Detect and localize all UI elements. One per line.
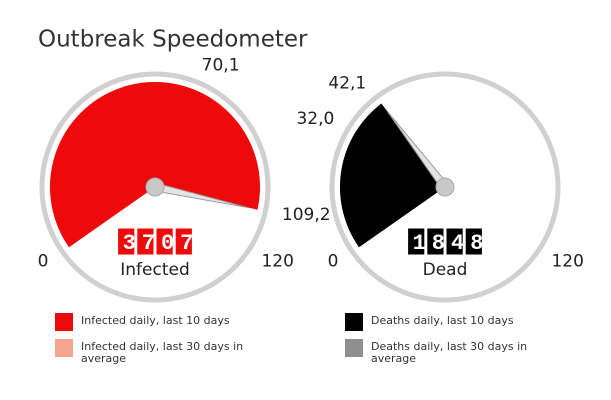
- tick-label: 0: [38, 252, 49, 272]
- gauge-label: Infected: [120, 260, 190, 280]
- legend-text: Infected daily, last 30 days in average: [81, 340, 244, 365]
- tick-mark: [346, 125, 352, 130]
- needle-hub: [435, 177, 455, 197]
- tick-label: 120: [551, 252, 583, 272]
- tick-mark: [193, 79, 198, 84]
- counter-box: [464, 227, 483, 256]
- legend-text: Infected daily, last 10 days: [81, 314, 230, 327]
- counter-box: [445, 227, 464, 256]
- counter-box: [155, 227, 174, 256]
- gauge-wedge: [50, 82, 260, 248]
- legend-swatch: [345, 339, 363, 357]
- tick-label: 0: [328, 252, 339, 272]
- counter-box: [174, 227, 193, 256]
- legend-swatch: [55, 339, 73, 357]
- counter-value: 1848: [413, 231, 490, 256]
- chart-title: Outbreak Speedometer: [38, 27, 308, 53]
- legend-item: Deaths daily, last 10 days: [345, 313, 545, 331]
- counter-value: 3707: [123, 231, 200, 256]
- tick-label: 120: [261, 252, 293, 272]
- legend: Deaths daily, last 10 days Deaths daily, …: [345, 313, 545, 373]
- counter-box: [117, 227, 136, 256]
- tick-mark: [60, 249, 65, 254]
- tick-label: 109,2: [282, 205, 331, 225]
- tick-mark: [350, 249, 355, 254]
- counter-box: [426, 227, 445, 256]
- legend-item: Infected daily, last 10 days: [55, 313, 255, 331]
- tick-mark: [245, 249, 250, 254]
- tick-mark: [374, 94, 379, 100]
- legend-text: Deaths daily, last 30 days in average: [371, 340, 528, 365]
- counter-box: [407, 227, 426, 256]
- legend-item: Infected daily, last 30 days in average: [55, 339, 255, 365]
- legend: Infected daily, last 10 days Infected dai…: [55, 313, 255, 373]
- tick-mark: [535, 249, 540, 254]
- gauge-label: Dead: [423, 260, 468, 280]
- needle-hub: [145, 177, 165, 197]
- legend-swatch: [55, 313, 73, 331]
- tick-mark: [263, 210, 268, 213]
- tick-label: 32,0: [296, 109, 334, 129]
- tick-label: 70,1: [202, 56, 240, 76]
- tick-label: 42,1: [328, 74, 366, 94]
- legend-swatch: [345, 313, 363, 331]
- legend-text: Deaths daily, last 10 days: [371, 314, 514, 327]
- gauge-wedge: [340, 103, 445, 248]
- legend-item: Deaths daily, last 30 days in average: [345, 339, 545, 365]
- counter-box: [136, 227, 155, 256]
